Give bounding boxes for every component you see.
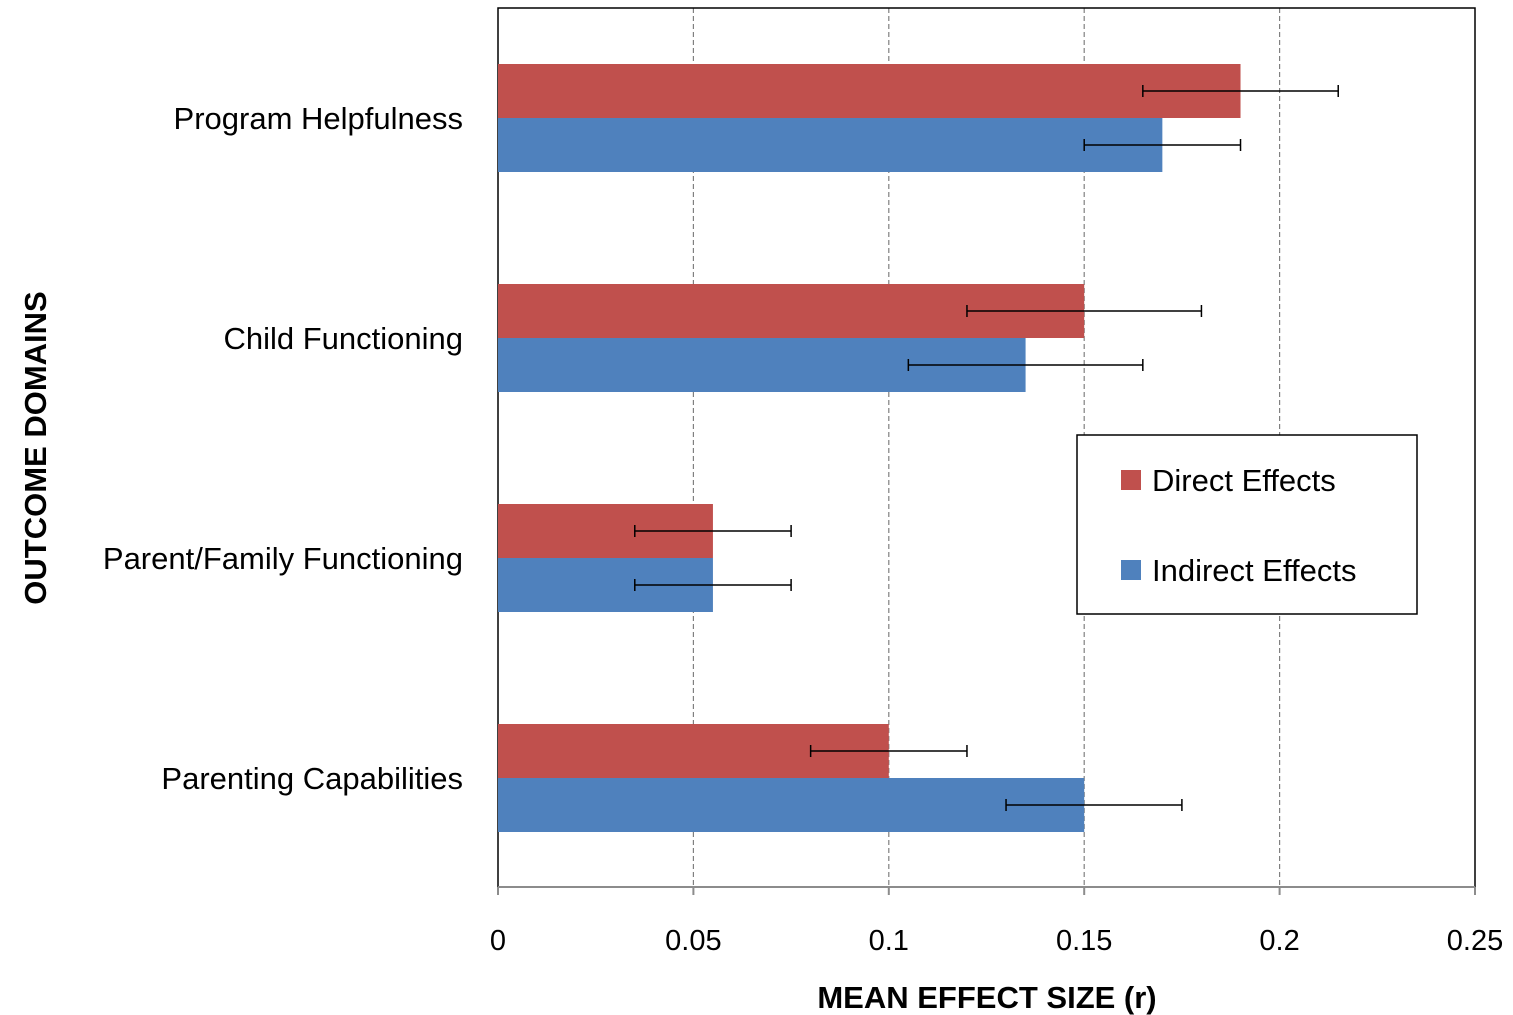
x-axis-ticks: 0 0.05 0.1 0.15 0.2 0.25 bbox=[490, 887, 1503, 957]
error-bar bbox=[966, 305, 1203, 317]
category-labels: Program Helpfulness Child Functioning Pare… bbox=[103, 101, 463, 796]
error-bar bbox=[1083, 139, 1242, 151]
x-tick-label: 0.05 bbox=[665, 925, 721, 957]
error-bar bbox=[634, 579, 792, 591]
error-bar bbox=[1005, 799, 1183, 811]
legend-label-indirect: Indirect Effects bbox=[1152, 553, 1356, 588]
error-bar bbox=[809, 745, 968, 757]
legend-label-direct: Direct Effects bbox=[1152, 463, 1336, 498]
x-tick-label: 0 bbox=[490, 925, 506, 957]
legend: Direct Effects Indirect Effects bbox=[1076, 434, 1418, 615]
category-label: Parenting Capabilities bbox=[161, 761, 463, 796]
legend-swatch-direct bbox=[1121, 470, 1141, 490]
bar-indirect bbox=[498, 778, 1085, 832]
error-bar bbox=[907, 359, 1144, 371]
x-tick-label: 0.15 bbox=[1056, 925, 1112, 957]
legend-swatch-indirect bbox=[1121, 560, 1141, 580]
category-label: Program Helpfulness bbox=[174, 101, 463, 136]
category-label: Child Functioning bbox=[223, 321, 463, 356]
x-axis-title: MEAN EFFECT SIZE (r) bbox=[817, 980, 1156, 1015]
error-bar bbox=[634, 525, 792, 537]
error-bars bbox=[634, 85, 1339, 811]
bar-indirect bbox=[498, 118, 1163, 172]
error-bar bbox=[1142, 85, 1339, 97]
x-tick-label: 0.1 bbox=[869, 925, 909, 957]
x-tick-label: 0.25 bbox=[1447, 925, 1503, 957]
x-tick-label: 0.2 bbox=[1259, 925, 1299, 957]
bar-direct bbox=[498, 64, 1241, 118]
legend-box bbox=[1076, 434, 1418, 615]
y-axis-title: OUTCOME DOMAINS bbox=[18, 291, 53, 604]
category-label: Parent/Family Functioning bbox=[103, 541, 463, 576]
